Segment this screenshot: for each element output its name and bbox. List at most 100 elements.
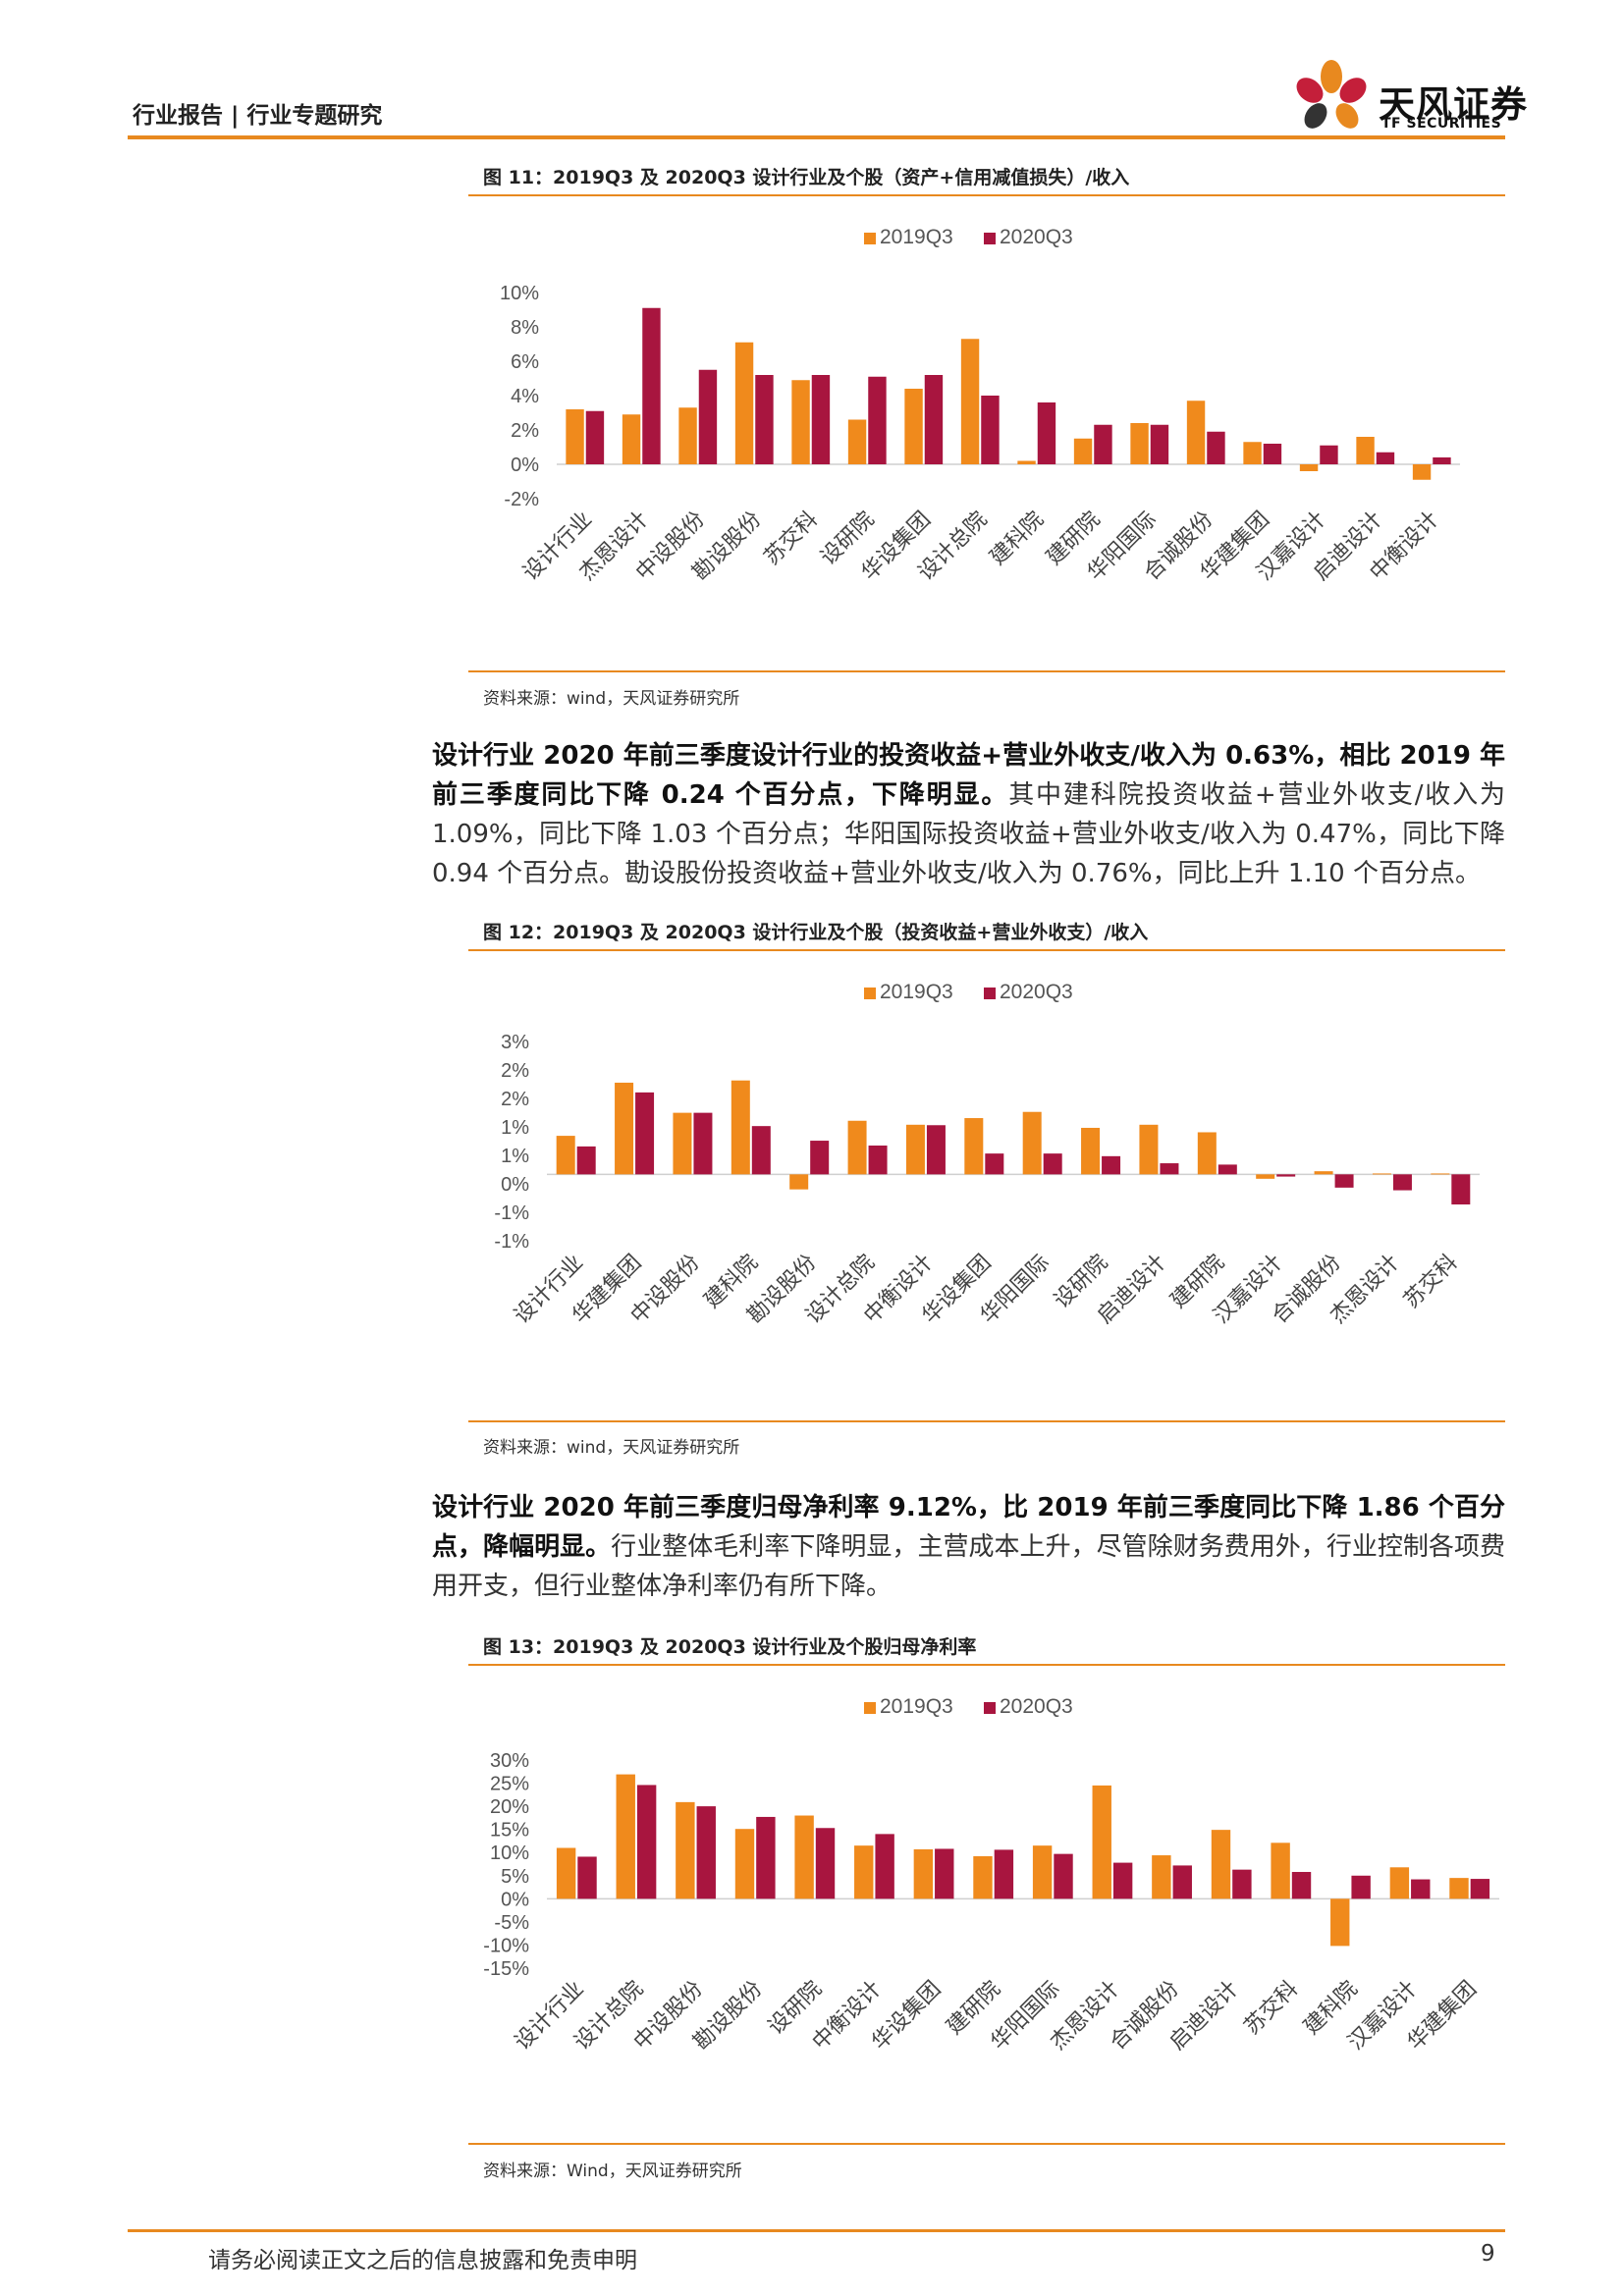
chart-legend: 2019Q3 2020Q3 [864,226,1073,248]
logo-text: 天风证券 [1379,83,1528,126]
bar-2020 [926,1125,946,1175]
y-tick-label: 4% [511,386,539,407]
legend-swatch-2020 [984,1702,996,1714]
bar-2020 [868,376,887,464]
bar-2019 [960,339,980,464]
figure-12-top-rule [468,949,1505,951]
y-tick-label: -5% [494,1912,529,1934]
y-tick-label: -15% [483,1958,529,1980]
bar-2020 [935,1848,954,1899]
bar-2020 [1160,1163,1179,1175]
bar-2020 [755,375,774,464]
bar-2019 [1449,1878,1469,1899]
bar-2019 [1271,1842,1290,1899]
y-tick-label: 0% [501,1174,529,1196]
y-tick-label: 6% [511,351,539,373]
bar-2020 [1376,452,1395,464]
bar-2020 [1451,1174,1471,1205]
legend-swatch-2019 [864,1702,876,1714]
y-tick-label: 10% [490,1842,529,1864]
bar-2019 [905,1124,925,1175]
bar-2020 [696,1806,716,1899]
chart-legend: 2019Q3 2020Q3 [864,1695,1073,1718]
bar-2019 [1314,1171,1333,1175]
legend-label-2019: 2019Q3 [880,226,953,248]
figure-12-title: 图 12：2019Q3 及 2020Q3 设计行业及个股（投资收益+营业外收支）… [483,922,1149,943]
bar-2020 [1054,1853,1073,1899]
bar-2019 [1197,1132,1217,1175]
bar-2020 [636,1785,657,1899]
bar-2020 [1392,1174,1412,1191]
bar-2019 [1330,1898,1350,1947]
x-category-label: 苏交科 [760,507,823,570]
bar-2020 [1218,1164,1237,1175]
bar-2020 [642,307,661,464]
bar-2020 [1102,1155,1121,1175]
bar-2020 [1351,1875,1371,1899]
bar-2019 [854,1845,874,1899]
bar-2020 [1207,431,1225,464]
bar-2019 [616,1774,635,1899]
y-tick-label: 8% [511,317,539,339]
bar-2019 [1389,1867,1410,1899]
y-tick-label: 3% [501,1032,529,1053]
bar-2019 [566,409,584,464]
legend-label-2019: 2019Q3 [880,981,953,1003]
bar-2019 [1022,1111,1042,1175]
figure-13-source: 资料来源：Wind，天风证券研究所 [483,2162,742,2181]
bar-2019 [1211,1830,1231,1899]
bar-2019 [847,419,867,464]
x-category-label: 苏交科 [1399,1251,1462,1313]
paragraph-2-detail: 行业整体毛利率下降明显，主营成本上升，尽管除财务费用外，行业控制各项费用开支，但… [432,1532,1505,1601]
paragraph-2-key-finding: 设计行业 2020 年前三季度归母净利率 9.12%，比 2019 年前三季度同… [432,1493,1505,1562]
paragraph-net-margin: 设计行业 2020 年前三季度归母净利率 9.12%，比 2019 年前三季度同… [432,1488,1505,1606]
y-tick-label: 2% [511,420,539,442]
y-tick-label: 30% [490,1750,529,1772]
figure-11-source: 资料来源：wind，天风证券研究所 [483,689,740,709]
bar-2020 [1320,445,1338,464]
y-tick-label: 25% [490,1774,529,1795]
figure-12-bottom-rule [468,1420,1505,1422]
footer-divider [128,2229,1505,2232]
bar-2020 [1172,1865,1192,1899]
y-tick-label: 0% [511,454,539,476]
figure-13-bottom-rule [468,2143,1505,2145]
bar-2020 [1291,1872,1312,1899]
bar-2019 [794,1815,814,1899]
legend-swatch-2019 [864,233,876,244]
bar-2020 [1334,1174,1354,1188]
legend-swatch-2020 [984,233,996,244]
bar-2020 [985,1153,1004,1175]
figure-12-svg: 2019Q3 2020Q3-1%-1%0%1%1%2%2%3%设计行业华建集团中设… [494,981,1480,1328]
bar-2019 [1092,1785,1111,1899]
logo-flower-icon [1296,60,1367,129]
bar-2019 [791,380,810,464]
bar-2019 [1017,460,1036,464]
bar-2020 [577,1856,597,1899]
bar-2019 [556,1136,575,1175]
paragraph-1-key-finding: 设计行业 2020 年前三季度设计行业的投资收益+营业外收支/收入为 0.63%… [432,741,1505,810]
bar-2020 [981,396,1000,464]
bar-2019 [615,1082,634,1175]
y-tick-label: 20% [490,1796,529,1818]
bar-2020 [1043,1153,1062,1175]
report-header: 行业报告 | 行业专题研究 [133,103,383,129]
bar-2020 [924,375,944,464]
legend-label-2020: 2020Q3 [1000,1695,1073,1718]
figure-11-svg: 2019Q3 2020Q3-2%0%2%4%6%8%10%设计行业杰恩设计中设股份… [500,226,1460,585]
y-tick-label: -1% [494,1202,529,1224]
y-tick-label: -1% [494,1231,529,1253]
bar-2019 [731,1080,750,1175]
figure-11-chart: 2019Q3 2020Q3 -2% 0% 2% 4% 6% 8% 10% 设计行业 杰恩设计 中设股份… [468,196,1505,667]
bar-2020 [1094,424,1112,464]
figure-12-chart: 2019Q3 2020Q3 -1% -1% 0% 1% 1% 2% 2% 3% 设计行业 华建集团 中设… [468,951,1505,1417]
bar-2019 [678,407,697,464]
bar-2019 [622,414,641,464]
bar-2020 [698,369,718,464]
figure-11-bottom-rule [468,670,1505,672]
figure-11-title: 图 11：2019Q3 及 2020Q3 设计行业及个股（资产+信用减值损失）/… [483,167,1130,188]
bar-2020 [1112,1862,1133,1899]
bar-2020 [1433,457,1451,464]
bar-2019 [913,1848,934,1899]
figure-13-chart: 2019Q3 2020Q3 -15% -10% -5% 0% 5% 10% 15% 20% 25% 3… [468,1666,1505,2140]
